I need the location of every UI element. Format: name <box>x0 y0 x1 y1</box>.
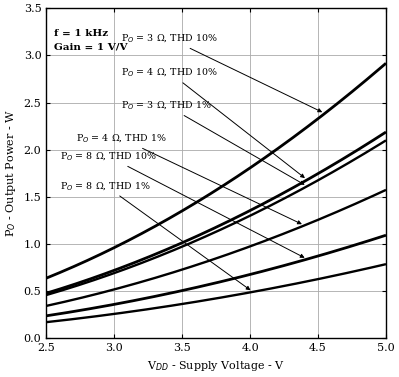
Y-axis label: P$_{O}$ - Output Power - W: P$_{O}$ - Output Power - W <box>4 109 18 237</box>
X-axis label: V$_{DD}$ - Supply Voltage - V: V$_{DD}$ - Supply Voltage - V <box>147 359 285 373</box>
Text: P$_O$ = 8 Ω, THD 1%: P$_O$ = 8 Ω, THD 1% <box>60 179 250 290</box>
Text: P$_O$ = 4 Ω, THD 10%: P$_O$ = 4 Ω, THD 10% <box>121 66 304 178</box>
Text: P$_O$ = 3 Ω, THD 10%: P$_O$ = 3 Ω, THD 10% <box>121 32 321 112</box>
Text: P$_O$ = 4 Ω, THD 1%: P$_O$ = 4 Ω, THD 1% <box>76 132 301 224</box>
Text: P$_O$ = 8 Ω, THD 10%: P$_O$ = 8 Ω, THD 10% <box>60 150 304 257</box>
Text: P$_O$ = 3 Ω, THD 1%: P$_O$ = 3 Ω, THD 1% <box>121 100 304 184</box>
Text: f = 1 kHz
Gain = 1 V/V: f = 1 kHz Gain = 1 V/V <box>55 29 128 51</box>
